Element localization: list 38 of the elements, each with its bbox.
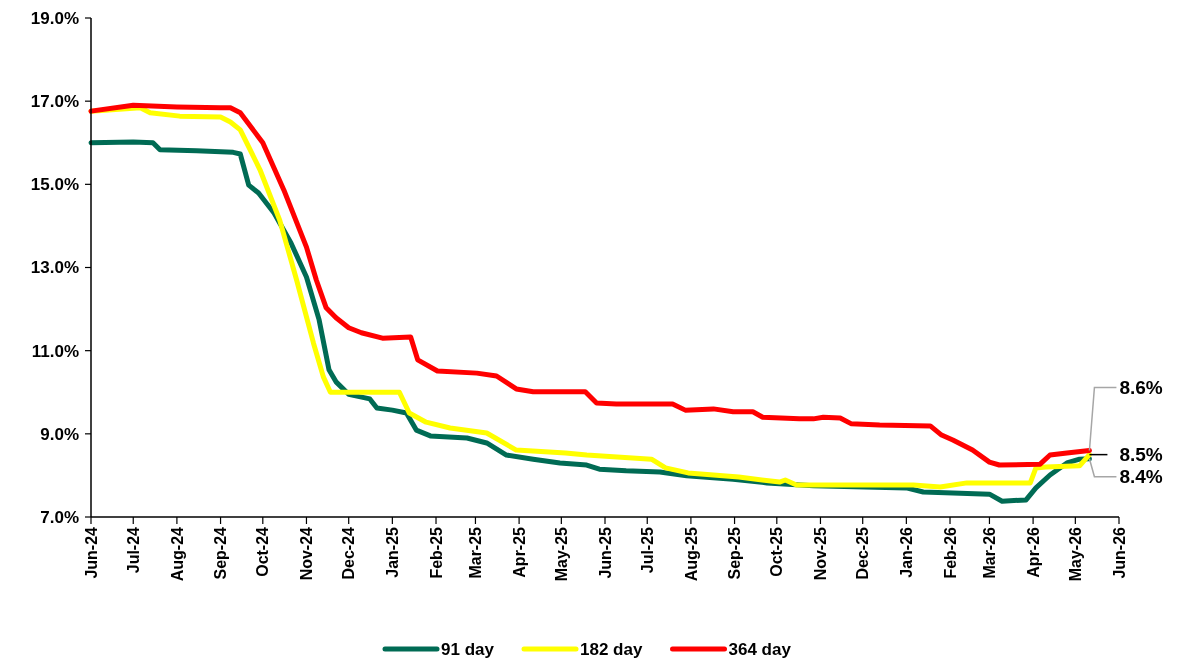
- x-tick-label: Aug-25: [682, 526, 700, 582]
- y-tick-label: 13.0%: [30, 258, 79, 278]
- x-tick-label: Sep-25: [726, 526, 744, 580]
- x-tick-label: Mar-25: [467, 526, 485, 579]
- x-tick-label: Nov-24: [298, 526, 316, 581]
- x-tick-label: May-26: [1066, 526, 1084, 582]
- x-tick-label: Jun-26: [1110, 526, 1128, 579]
- y-tick-label: 15.0%: [30, 175, 79, 195]
- x-tick-label: Apr-26: [1024, 526, 1042, 578]
- legend-label: 91 day: [441, 640, 495, 659]
- x-tick-label: Dec-25: [854, 526, 872, 580]
- x-tick-label: Jul-24: [124, 526, 142, 574]
- x-tick-label: Dec-24: [340, 526, 358, 580]
- x-tick-label: Oct-24: [254, 526, 272, 577]
- x-tick-label: Apr-25: [510, 526, 528, 578]
- x-tick-label: Jan-25: [383, 526, 401, 578]
- x-tick-label: Nov-25: [812, 526, 830, 581]
- x-tick-label: Feb-25: [427, 526, 445, 579]
- x-tick-label: Oct-25: [768, 526, 786, 577]
- x-tick-label: May-25: [552, 526, 570, 582]
- x-tick-label: Jun-25: [596, 526, 614, 579]
- annotation: 8.4%: [1119, 466, 1163, 488]
- x-tick-label: Sep-24: [212, 526, 230, 580]
- y-tick-label: 11.0%: [31, 341, 79, 361]
- x-tick-label: Mar-26: [981, 526, 999, 579]
- y-tick-label: 7.0%: [40, 507, 79, 527]
- x-tick-label: Jun-24: [82, 526, 100, 579]
- y-tick-label: 9.0%: [40, 424, 79, 444]
- x-tick-label: Jan-26: [897, 526, 915, 578]
- annotation: 8.6%: [1119, 377, 1163, 399]
- annotation: 8.5%: [1119, 444, 1163, 466]
- x-tick-label: Aug-24: [168, 526, 186, 582]
- y-tick-label: 17.0%: [30, 92, 79, 112]
- legend-label: 182 day: [580, 640, 643, 659]
- y-tick-label: 19.0%: [30, 8, 79, 28]
- legend-label: 364 day: [728, 640, 792, 659]
- x-tick-label: Jul-25: [638, 526, 656, 574]
- x-tick-label: Feb-26: [941, 526, 959, 579]
